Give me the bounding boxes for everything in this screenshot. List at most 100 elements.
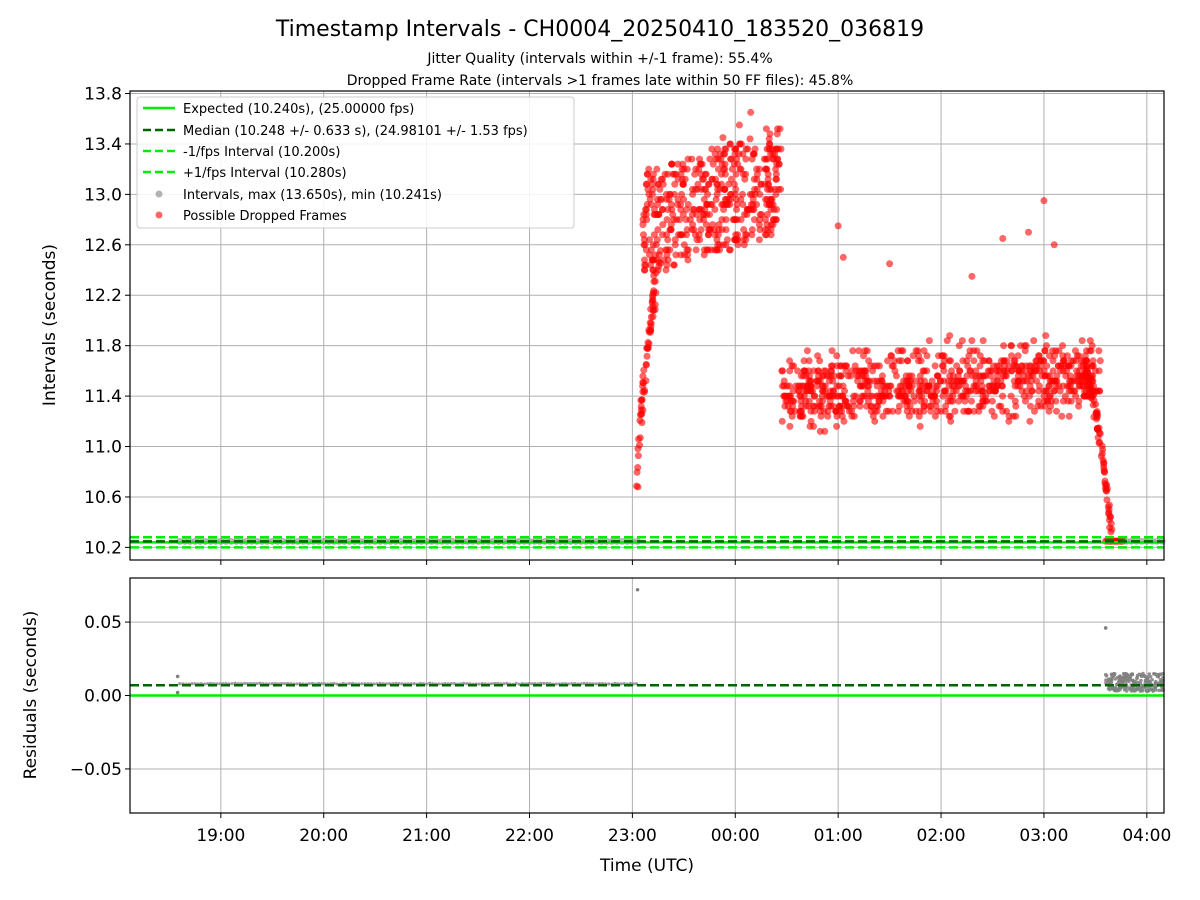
dropped-frame-point xyxy=(642,246,650,254)
residual-point xyxy=(347,682,352,686)
dropped-frame-point xyxy=(803,347,811,355)
dropped-frame-point xyxy=(925,402,933,410)
dropped-frame-point xyxy=(728,165,736,173)
dropped-frame-point xyxy=(1064,362,1072,370)
subtitle-dropped: Dropped Frame Rate (intervals >1 frames … xyxy=(347,73,854,89)
dropped-frame-point xyxy=(740,241,748,249)
residual-point xyxy=(218,682,222,686)
dropped-frame-point xyxy=(972,367,980,375)
dropped-frame-point xyxy=(641,266,649,274)
dropped-frame-point xyxy=(833,382,841,390)
dropped-frame-point xyxy=(955,342,963,350)
y-tick-label-4: 11.8 xyxy=(84,337,122,357)
residual-point xyxy=(1157,673,1161,678)
dropped-frame-point xyxy=(865,357,873,365)
dropped-frame-point xyxy=(810,407,818,415)
dropped-frame-point xyxy=(932,402,940,410)
dropped-frame-point xyxy=(869,412,877,420)
dropped-frame-point xyxy=(1039,357,1047,365)
dropped-frame-point xyxy=(1105,510,1113,518)
dropped-frame-point xyxy=(985,357,993,365)
dropped-frame-point xyxy=(815,377,823,385)
dropped-frame-point xyxy=(786,422,794,430)
dropped-frame-point xyxy=(1014,352,1022,360)
dropped-frame-point xyxy=(968,337,976,345)
chart-title: Timestamp Intervals - CH0004_20250410_18… xyxy=(275,17,924,42)
dropped-frame-point xyxy=(723,236,731,244)
dropped-frame-point xyxy=(844,402,852,410)
dropped-frame-point xyxy=(810,422,818,430)
dropped-frame-point xyxy=(833,352,841,360)
dropped-frame-point xyxy=(645,190,653,198)
residual-point xyxy=(1120,679,1125,684)
dropped-frame-point xyxy=(748,226,756,234)
dropped-frame-point xyxy=(965,387,973,395)
dropped-frame-point xyxy=(840,417,848,425)
dropped-frame-point xyxy=(1052,377,1060,385)
dropped-frame-point xyxy=(834,222,842,230)
residuals-y-axis-label: Residuals (seconds) xyxy=(21,611,41,780)
dropped-frame-point xyxy=(674,195,682,203)
dropped-frame-point xyxy=(722,195,730,203)
dropped-frame-point xyxy=(827,362,835,370)
dropped-frame-point xyxy=(663,251,671,259)
dropped-frame-point xyxy=(695,155,703,163)
dropped-frame-point xyxy=(1100,468,1108,476)
dropped-frame-point xyxy=(775,185,783,193)
dropped-frame-point xyxy=(676,216,684,224)
dropped-frame-point xyxy=(920,402,928,410)
legend-label-intervals: Intervals, max (13.650s), min (10.241s) xyxy=(183,188,442,203)
residual-point xyxy=(242,681,247,686)
dropped-frame-point xyxy=(962,392,970,400)
dropped-frame-point xyxy=(647,200,655,208)
dropped-frame-point xyxy=(737,140,745,148)
dropped-frame-point xyxy=(993,362,1001,370)
dropped-frame-point xyxy=(1011,397,1019,405)
dropped-frame-point xyxy=(766,140,774,148)
dropped-frame-point xyxy=(835,372,843,380)
dropped-frame-point xyxy=(887,352,895,360)
dropped-frame-point xyxy=(772,170,780,178)
residual-point xyxy=(1131,679,1136,684)
dropped-frame-point xyxy=(967,397,975,405)
dropped-frame-point xyxy=(684,256,692,264)
dropped-frame-point xyxy=(764,170,772,178)
dropped-frame-point xyxy=(656,185,664,193)
dropped-frame-point xyxy=(825,392,833,400)
dropped-frame-point xyxy=(849,347,857,355)
dropped-frame-point xyxy=(706,155,714,163)
dropped-frame-point xyxy=(1066,372,1074,380)
dropped-frame-point xyxy=(797,392,805,400)
dropped-frame-point xyxy=(761,231,769,239)
dropped-frame-point xyxy=(677,251,685,259)
dropped-frame-point xyxy=(1094,434,1102,442)
dropped-frame-point xyxy=(819,372,827,380)
dropped-frame-point xyxy=(717,170,725,178)
dropped-frame-point xyxy=(788,412,796,420)
dropped-frame-point xyxy=(714,145,722,153)
dropped-frame-point xyxy=(912,407,920,415)
dropped-frame-point xyxy=(1031,362,1039,370)
dropped-frame-point xyxy=(999,235,1007,243)
dropped-frame-point xyxy=(654,266,662,274)
dropped-frame-point xyxy=(1042,332,1050,340)
dropped-frame-point xyxy=(650,231,658,239)
dropped-frame-point xyxy=(663,246,671,254)
dropped-frame-point xyxy=(675,231,683,239)
residual-point xyxy=(542,681,546,686)
intervals-series-red xyxy=(633,108,1127,545)
dropped-frame-point xyxy=(904,387,912,395)
residual-point xyxy=(607,682,611,686)
residual-point xyxy=(295,682,299,686)
dropped-frame-point xyxy=(692,165,700,173)
residual-point xyxy=(1142,674,1147,678)
intervals-y-axis-label: Intervals (seconds) xyxy=(40,244,60,406)
dropped-frame-point xyxy=(882,392,890,400)
residual-point xyxy=(1115,689,1119,693)
y-tick-label-5: 12.2 xyxy=(84,286,122,306)
dropped-frame-point xyxy=(917,397,925,405)
dropped-frame-point xyxy=(731,145,739,153)
dropped-frame-point xyxy=(829,377,837,385)
residual-point xyxy=(1107,678,1112,683)
